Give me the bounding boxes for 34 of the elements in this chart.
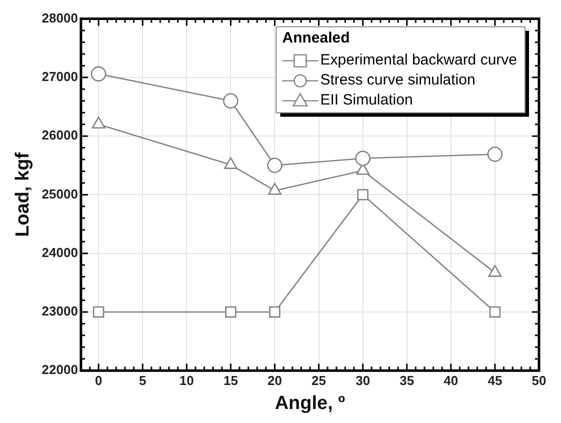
x-tick-label: 20 <box>268 372 282 388</box>
y-tick-label: 23000 <box>42 304 78 319</box>
x-tick-label: 10 <box>179 372 194 388</box>
x-tick-label: 50 <box>532 372 546 388</box>
point <box>355 150 370 166</box>
point <box>92 306 104 318</box>
point <box>223 93 238 109</box>
legend-label: EII Simulation <box>320 91 413 108</box>
y-tick-label: 26000 <box>42 128 78 143</box>
x-axis-title: Angle, º <box>274 392 346 414</box>
y-tick-label: 24000 <box>42 244 78 260</box>
y-tick-label: 28000 <box>42 10 78 26</box>
y-tick-label: 25000 <box>42 186 78 202</box>
x-tick-label: 15 <box>223 372 238 388</box>
y-tick-label: 27000 <box>42 69 78 84</box>
point <box>269 306 280 318</box>
y-tick-label: 22000 <box>42 362 78 378</box>
point <box>90 66 106 82</box>
x-tick-label: 30 <box>356 372 370 388</box>
point <box>357 189 368 200</box>
x-tick-label: 25 <box>312 372 326 388</box>
y-axis-title: Load, kgf <box>12 152 34 237</box>
x-tick-label: 40 <box>444 372 458 388</box>
x-tick-label: 5 <box>138 372 146 388</box>
legend-label: Stress curve simulation <box>320 71 476 88</box>
x-tick-label: 0 <box>94 372 102 388</box>
point <box>225 306 236 318</box>
x-tick-label: 35 <box>400 372 414 388</box>
x-tick-label: 45 <box>488 372 502 388</box>
legend-title: Annealed <box>282 29 350 46</box>
point <box>267 158 282 174</box>
legend-label: Experimental backward curve <box>320 51 518 68</box>
point <box>489 306 501 318</box>
point <box>487 146 503 162</box>
